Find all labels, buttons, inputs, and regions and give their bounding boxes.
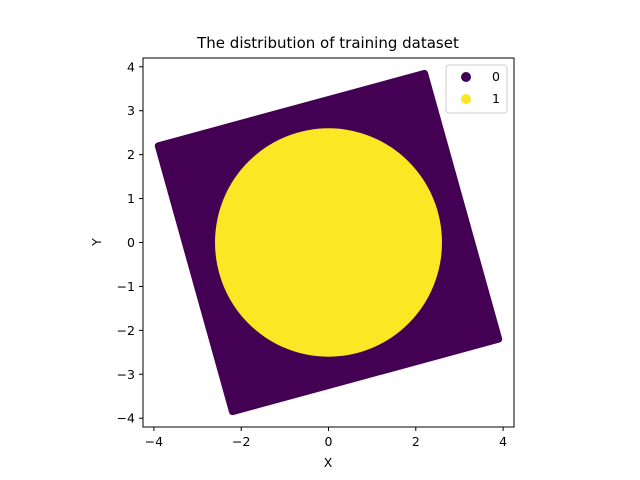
chart-title: The distribution of training dataset bbox=[196, 34, 459, 52]
y-axis-label: Y bbox=[89, 238, 104, 247]
y-tick-label: −4 bbox=[117, 411, 135, 426]
x-tick-label: 4 bbox=[499, 434, 507, 449]
y-tick-label: 3 bbox=[127, 103, 135, 118]
x-tick-label: 2 bbox=[412, 434, 420, 449]
y-tick-label: 4 bbox=[127, 59, 135, 74]
y-tick-label: −3 bbox=[117, 367, 135, 382]
y-tick-label: 0 bbox=[127, 235, 135, 250]
y-axis: −4 −3 −2 −1 0 1 2 3 4 bbox=[117, 59, 143, 426]
legend-marker-class-0 bbox=[461, 72, 471, 82]
y-tick-label: −2 bbox=[117, 323, 135, 338]
y-tick-label: −1 bbox=[117, 279, 135, 294]
legend: 0 1 bbox=[445, 64, 508, 114]
x-tick-label: −4 bbox=[145, 434, 163, 449]
y-tick-label: 2 bbox=[127, 147, 135, 162]
x-axis: −4 −2 0 2 4 bbox=[145, 427, 507, 449]
x-tick-label: 0 bbox=[325, 434, 333, 449]
legend-label-class-1: 1 bbox=[492, 91, 500, 106]
legend-label-class-0: 0 bbox=[492, 69, 500, 84]
class-1-region bbox=[215, 128, 442, 357]
x-axis-label: X bbox=[324, 455, 333, 470]
x-tick-label: −2 bbox=[232, 434, 250, 449]
y-tick-label: 1 bbox=[127, 191, 135, 206]
plot-area bbox=[154, 69, 503, 416]
legend-marker-class-1 bbox=[461, 94, 471, 104]
